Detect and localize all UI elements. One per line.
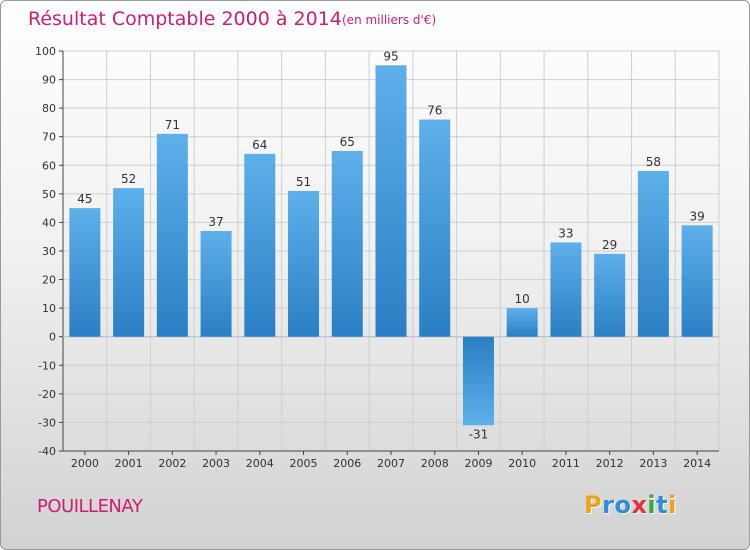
commune-name: POUILLENAY (37, 496, 143, 517)
logo-letter: i (668, 491, 677, 519)
logo-letter: t (656, 491, 669, 519)
y-tick-label: -10 (38, 359, 56, 372)
y-tick-label: -40 (38, 445, 56, 458)
x-tick-label: 2013 (639, 457, 667, 470)
x-tick-label: 2008 (421, 457, 449, 470)
x-tick-label: 2007 (377, 457, 405, 470)
bar (594, 253, 626, 337)
y-tick-label: 30 (42, 245, 56, 258)
data-label: 58 (646, 155, 661, 169)
data-label: 33 (558, 226, 573, 240)
y-tick-label: 0 (49, 331, 56, 344)
data-label: 71 (165, 118, 180, 132)
data-label: 37 (208, 215, 223, 229)
x-tick-label: 2004 (246, 457, 274, 470)
data-label: 76 (427, 104, 442, 118)
x-tick-label: 2005 (290, 457, 318, 470)
y-tick-label: 90 (42, 74, 56, 87)
logo-letter: r (602, 491, 615, 519)
chart-unit-label: (en milliers d'€) (342, 13, 437, 27)
x-tick-label: 2002 (158, 457, 186, 470)
bar (506, 308, 538, 337)
x-tick-label: 2000 (71, 457, 99, 470)
x-tick-label: 2003 (202, 457, 230, 470)
bar (113, 188, 145, 337)
bar (244, 153, 276, 337)
chart-title: Résultat Comptable 2000 à 2014 (28, 8, 342, 30)
data-label: 64 (252, 138, 267, 152)
data-label: 29 (602, 238, 617, 252)
bar (288, 191, 320, 337)
y-tick-label: 60 (42, 159, 56, 172)
x-tick-label: 2010 (508, 457, 536, 470)
y-tick-label: 50 (42, 188, 56, 201)
y-tick-label: 100 (35, 45, 56, 58)
data-label: -31 (469, 427, 489, 441)
data-label: 45 (77, 192, 92, 206)
bar (462, 336, 494, 426)
bar (681, 225, 713, 337)
x-tick-label: 2001 (115, 457, 143, 470)
data-label: 95 (383, 49, 398, 63)
x-tick-label: 2012 (596, 457, 624, 470)
data-label: 65 (340, 135, 355, 149)
bars (69, 65, 713, 426)
y-tick-label: -30 (38, 416, 56, 429)
bar (200, 231, 232, 337)
logo-letter: i (647, 491, 657, 519)
y-tick-label: -20 (38, 388, 56, 401)
data-label: 10 (515, 292, 530, 306)
y-tick-label: 10 (42, 302, 56, 315)
logo-letter: x (631, 491, 648, 519)
bar (550, 242, 582, 337)
y-tick-label: 40 (42, 216, 56, 229)
logo-letter: o (614, 491, 632, 519)
bar (69, 208, 101, 337)
x-tick-label: 2011 (552, 457, 580, 470)
logo-letter: P (584, 491, 603, 519)
bar (419, 119, 451, 337)
bar (375, 65, 407, 337)
x-tick-label: 2006 (333, 457, 361, 470)
x-tick-label: 2014 (683, 457, 711, 470)
data-label: 52 (121, 172, 136, 186)
proxiti-logo: Proxiti (584, 491, 677, 519)
bar (637, 171, 669, 337)
x-tick-label: 2009 (464, 457, 492, 470)
data-label: 39 (689, 209, 704, 223)
y-tick-label: 20 (42, 274, 56, 287)
y-tick-label: 80 (42, 102, 56, 115)
bar (331, 151, 363, 337)
bar (156, 133, 188, 337)
data-labels: 45 52 71 37 64 51 65 95 76 -31 10 33 29 58 39 (77, 49, 705, 441)
data-label: 51 (296, 175, 311, 189)
y-tick-label: 70 (42, 131, 56, 144)
